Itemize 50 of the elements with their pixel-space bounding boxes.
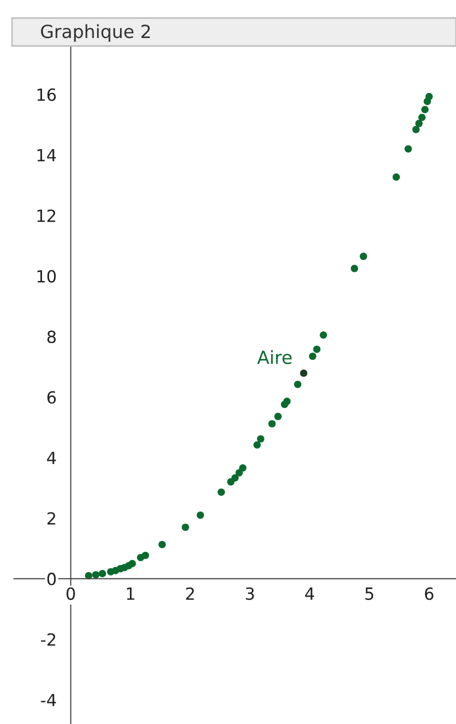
y-tick-label: 2 xyxy=(47,512,56,525)
y-tick-label: 0 xyxy=(47,572,56,586)
y-tick-label: 8 xyxy=(47,330,56,344)
x-tick-label: 5 xyxy=(365,588,374,600)
point xyxy=(350,264,358,272)
point xyxy=(425,92,433,100)
point xyxy=(418,114,426,122)
y-tick-label: -4 xyxy=(41,694,56,706)
point xyxy=(236,469,243,476)
x-tick-label: 0 xyxy=(66,587,75,600)
y-tick-label: 16 xyxy=(37,88,56,101)
point xyxy=(253,441,261,449)
point xyxy=(92,571,100,578)
point xyxy=(308,352,316,360)
x-tick-label: 3 xyxy=(246,587,254,600)
point xyxy=(142,552,150,560)
point xyxy=(300,370,308,377)
point xyxy=(239,464,246,472)
point xyxy=(392,173,400,181)
chart-title: Graphique 2 xyxy=(41,24,150,42)
y-tick-label: 6 xyxy=(47,391,56,404)
point xyxy=(313,346,321,353)
point xyxy=(218,488,225,496)
point xyxy=(421,106,429,114)
point xyxy=(182,524,190,531)
x-tick-label: 6 xyxy=(424,587,434,600)
x-tick-label: 4 xyxy=(305,588,314,600)
point xyxy=(412,126,420,134)
point xyxy=(404,145,412,153)
point xyxy=(231,474,239,482)
x-tick-label: 2 xyxy=(186,587,194,600)
point xyxy=(128,560,136,568)
y-tick-label: 4 xyxy=(47,452,56,464)
y-tick-label: 10 xyxy=(37,270,56,283)
point xyxy=(415,120,423,128)
point xyxy=(268,420,276,428)
y-tick-label: -2 xyxy=(41,633,56,646)
point xyxy=(283,398,291,406)
point xyxy=(320,331,328,339)
y-tick-label: 14 xyxy=(37,149,56,162)
point xyxy=(196,511,204,519)
point xyxy=(257,435,264,443)
point xyxy=(274,412,282,420)
point xyxy=(294,380,302,388)
point xyxy=(158,540,166,548)
y-tick-label: 12 xyxy=(37,209,56,222)
point xyxy=(360,252,368,260)
point xyxy=(98,570,106,578)
annotation: Aire xyxy=(257,350,292,364)
x-tick-label: 1 xyxy=(127,588,134,600)
